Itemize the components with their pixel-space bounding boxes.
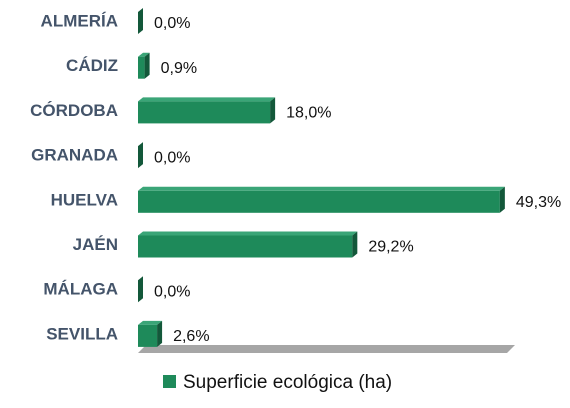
bar-side [138, 276, 143, 303]
bar-top [138, 186, 505, 191]
legend-label: Superficie ecológica (ha) [183, 372, 392, 393]
value-label: 0,0% [154, 149, 190, 166]
y-tick-label: SEVILLA [46, 324, 118, 343]
floor [138, 345, 515, 353]
bar-top [138, 52, 150, 57]
value-label: 0,0% [154, 283, 190, 300]
y-tick-label: CÁDIZ [66, 56, 118, 75]
y-tick-label: GRANADA [31, 146, 118, 165]
y-tick-label: MÁLAGA [43, 280, 118, 299]
legend-swatch [163, 375, 176, 388]
y-tick-label: ALMERÍA [41, 11, 118, 30]
bar-side [352, 231, 358, 258]
value-label: 0,9% [161, 60, 197, 77]
value-label: 2,6% [173, 328, 209, 345]
bar [138, 56, 145, 79]
bar-top [138, 320, 163, 325]
bar-side [144, 52, 150, 79]
bar-side [270, 97, 276, 124]
value-label: 49,3% [516, 194, 561, 211]
bar [138, 190, 500, 213]
y-tick-label: JAÉN [73, 235, 118, 254]
bar-side [138, 142, 143, 169]
bar-side [138, 8, 143, 34]
bar [138, 235, 353, 258]
bar-top [138, 97, 276, 102]
value-label: 29,2% [368, 239, 413, 256]
bar [138, 324, 158, 347]
bar-top [138, 231, 358, 236]
y-tick-label: CÓRDOBA [30, 101, 118, 120]
bar-side [499, 186, 505, 213]
bar-side [157, 320, 163, 347]
bar [138, 101, 271, 124]
y-tick-label: HUELVA [51, 190, 118, 209]
value-label: 0,0% [154, 15, 190, 32]
value-label: 18,0% [286, 105, 331, 122]
